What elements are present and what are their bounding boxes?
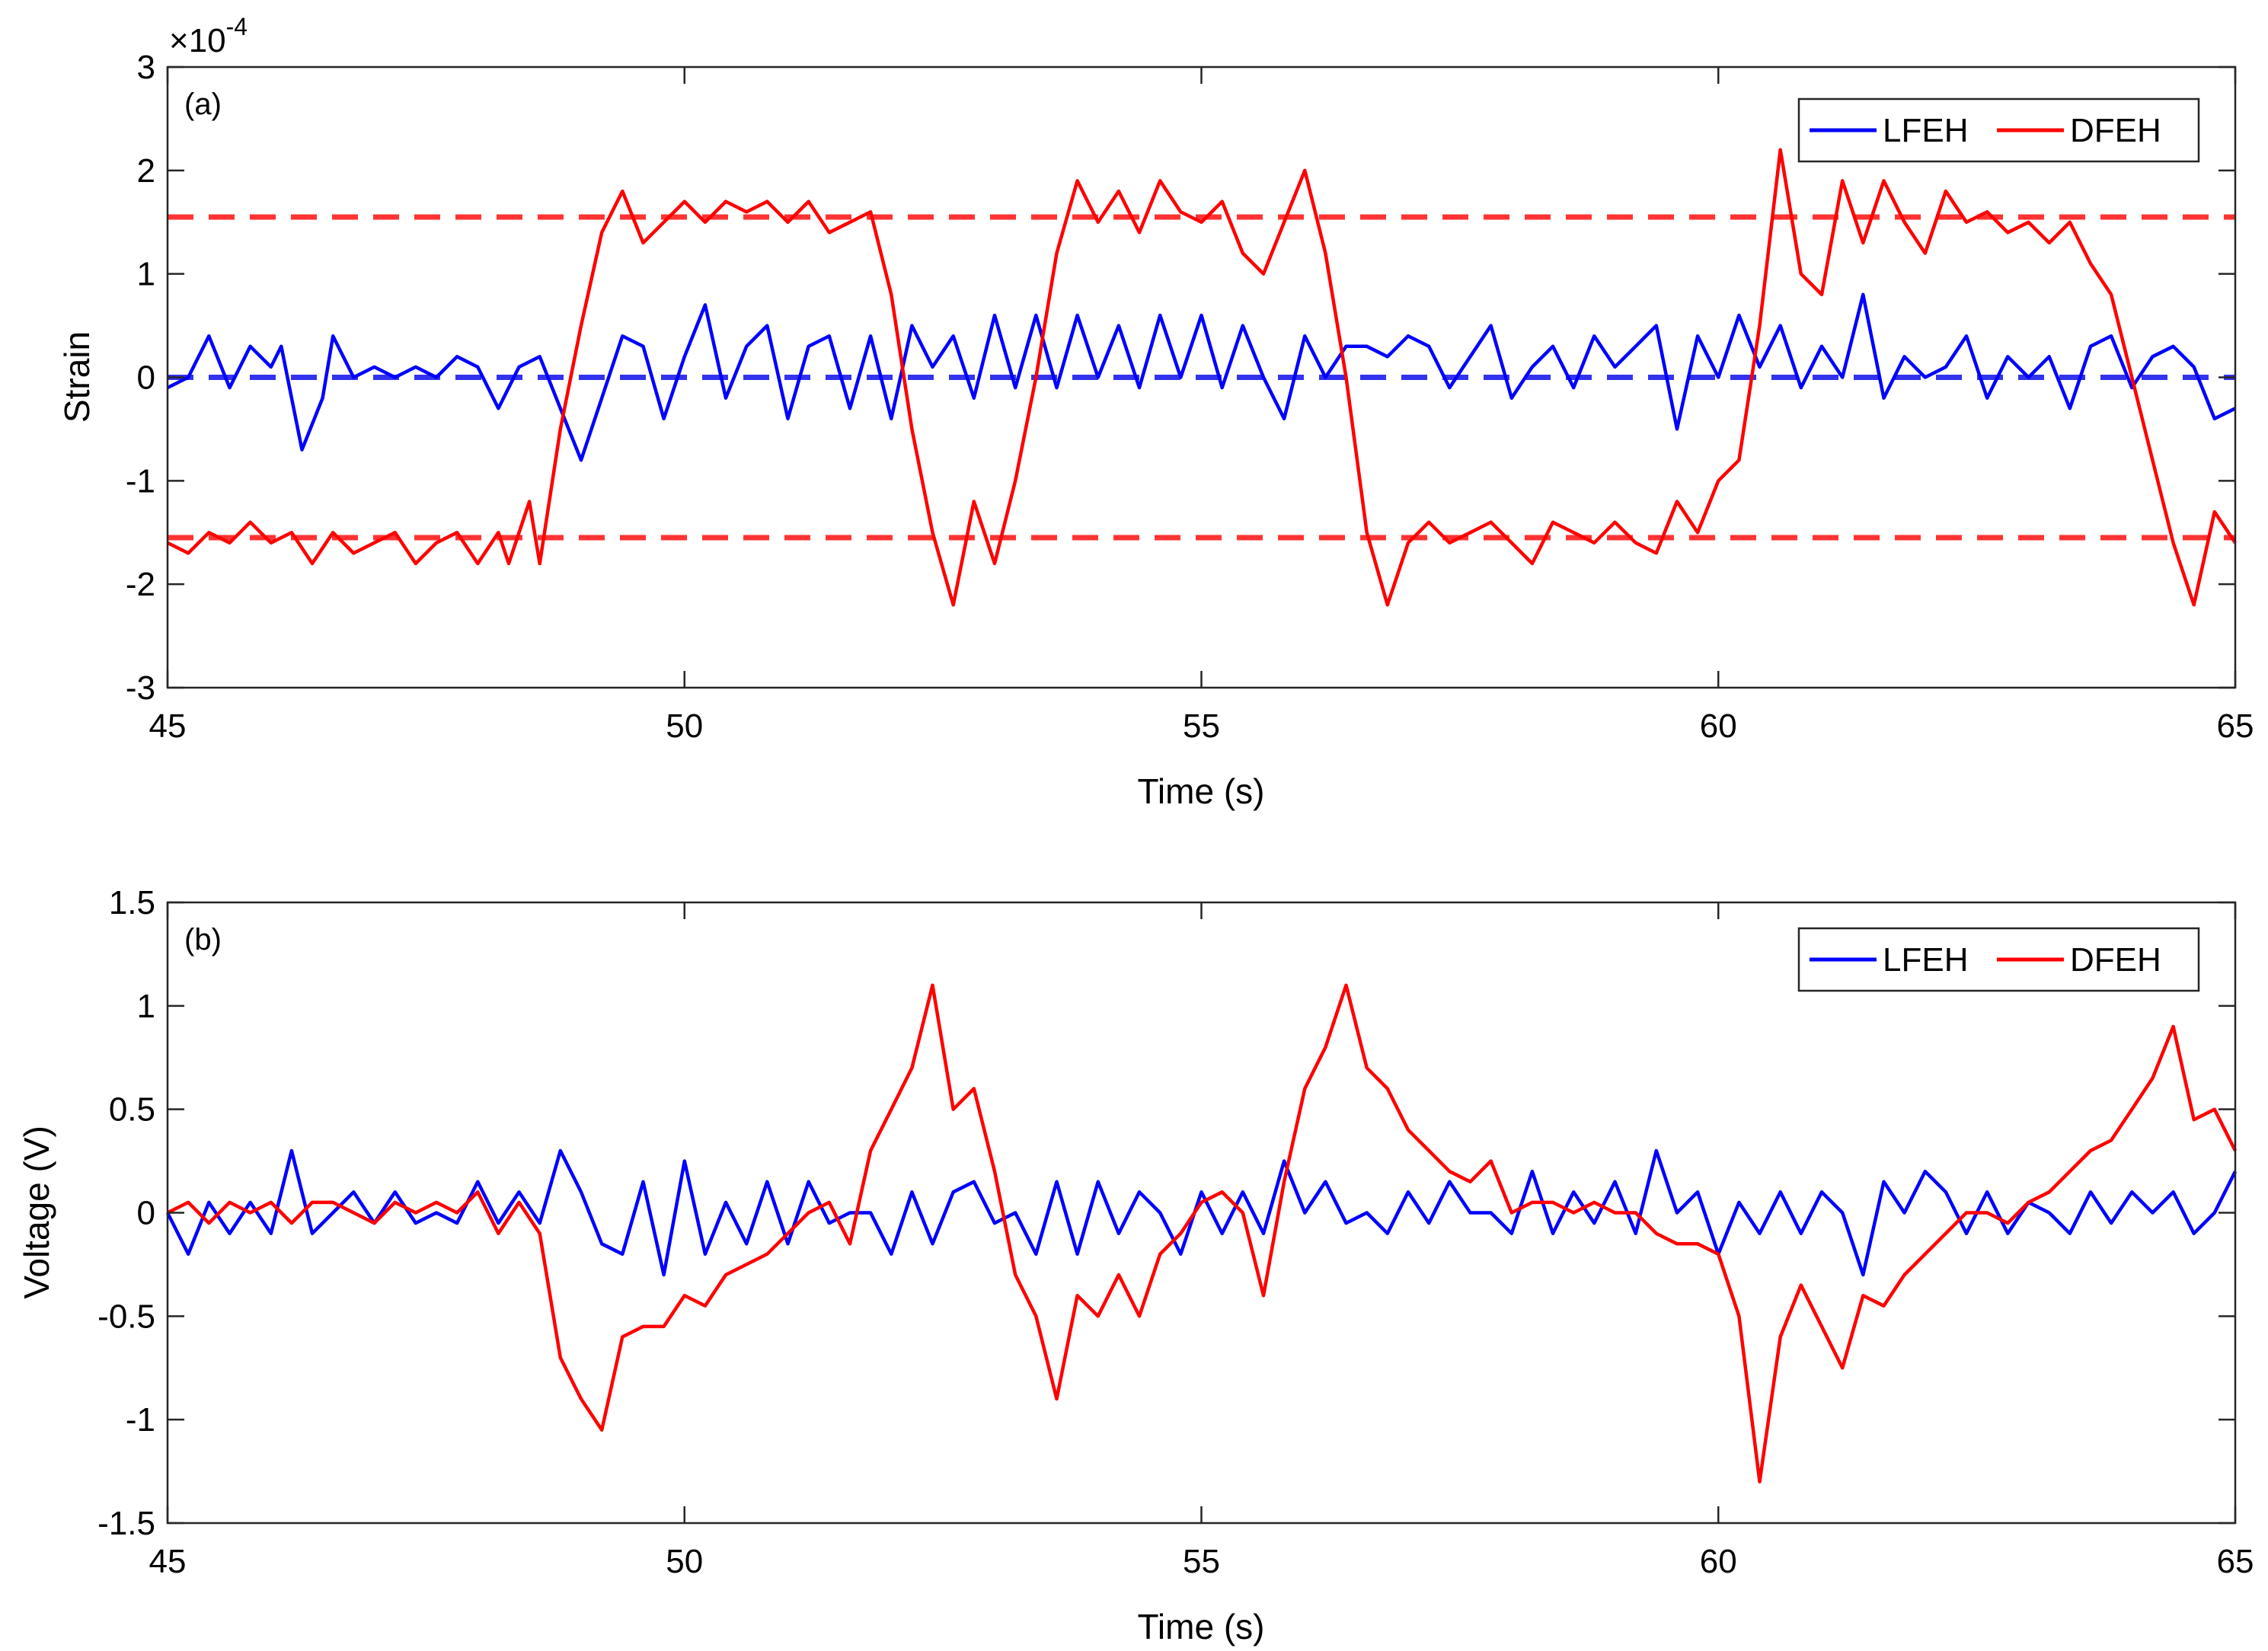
y-tick-label: -3 <box>126 669 155 707</box>
panel-b-voltage: 45 50 55 60 65 -1.5 -1 -0.5 0 0.5 1 1.5 (b) Time (… <box>17 884 2254 1646</box>
y-tick-label: 1.5 <box>109 884 155 921</box>
x-tick-label: 50 <box>666 707 703 745</box>
y-tick-label: -0.5 <box>97 1298 155 1335</box>
y-tick-label: 0 <box>137 359 155 397</box>
x-tick-label: 60 <box>1700 707 1737 745</box>
x-tick-label: 45 <box>149 707 187 745</box>
panel-label: (a) <box>184 88 222 121</box>
y-tick-label: 1 <box>137 256 155 293</box>
x-tick-label: 55 <box>1183 1543 1220 1580</box>
y-tick-label: 3 <box>137 49 155 86</box>
y-tick-label: -2 <box>126 566 155 603</box>
x-tick-label: 45 <box>149 1543 187 1580</box>
legend-label-dfeh: DFEH <box>2070 941 2161 979</box>
x-axis-title: Time (s) <box>1138 771 1265 811</box>
x-tick-label: 55 <box>1183 707 1220 745</box>
legend: LFEH DFEH <box>1797 97 2200 163</box>
panel-label: (b) <box>184 923 222 956</box>
y-axis-title: Strain <box>57 331 97 423</box>
legend-label-dfeh: DFEH <box>2070 112 2161 149</box>
y-exponent-label: ×10-4 <box>169 13 248 59</box>
x-tick-label: 65 <box>2217 1543 2254 1580</box>
series-line-lfeh <box>165 1148 2238 1277</box>
y-tick-label: -1.5 <box>97 1505 155 1542</box>
legend-label-lfeh: LFEH <box>1883 941 1968 979</box>
series-line-lfeh <box>166 292 2237 462</box>
y-tick-label: 0 <box>137 1195 155 1232</box>
legend-label-lfeh: LFEH <box>1883 112 1968 149</box>
y-tick-label: 0.5 <box>109 1091 155 1129</box>
y-tick-label: 2 <box>137 152 155 190</box>
y-tick-label: -1 <box>126 462 155 500</box>
y-tick-label: -1 <box>126 1401 155 1439</box>
x-tick-label: 60 <box>1700 1543 1737 1580</box>
series-line-dfeh <box>166 148 2237 607</box>
y-axis-title: Voltage (V) <box>17 1126 56 1299</box>
x-tick-label: 65 <box>2217 707 2254 745</box>
panel-a-strain: 45 50 55 60 65 -3 -2 -1 0 1 2 3 (a) ×10-4 Time (s)… <box>57 13 2254 811</box>
y-tick-label: 1 <box>137 988 155 1025</box>
series-line-dfeh <box>166 983 2238 1483</box>
x-axis-title: Time (s) <box>1138 1607 1265 1646</box>
legend: LFEH DFEH <box>1797 927 2200 992</box>
x-tick-label: 50 <box>666 1543 703 1580</box>
